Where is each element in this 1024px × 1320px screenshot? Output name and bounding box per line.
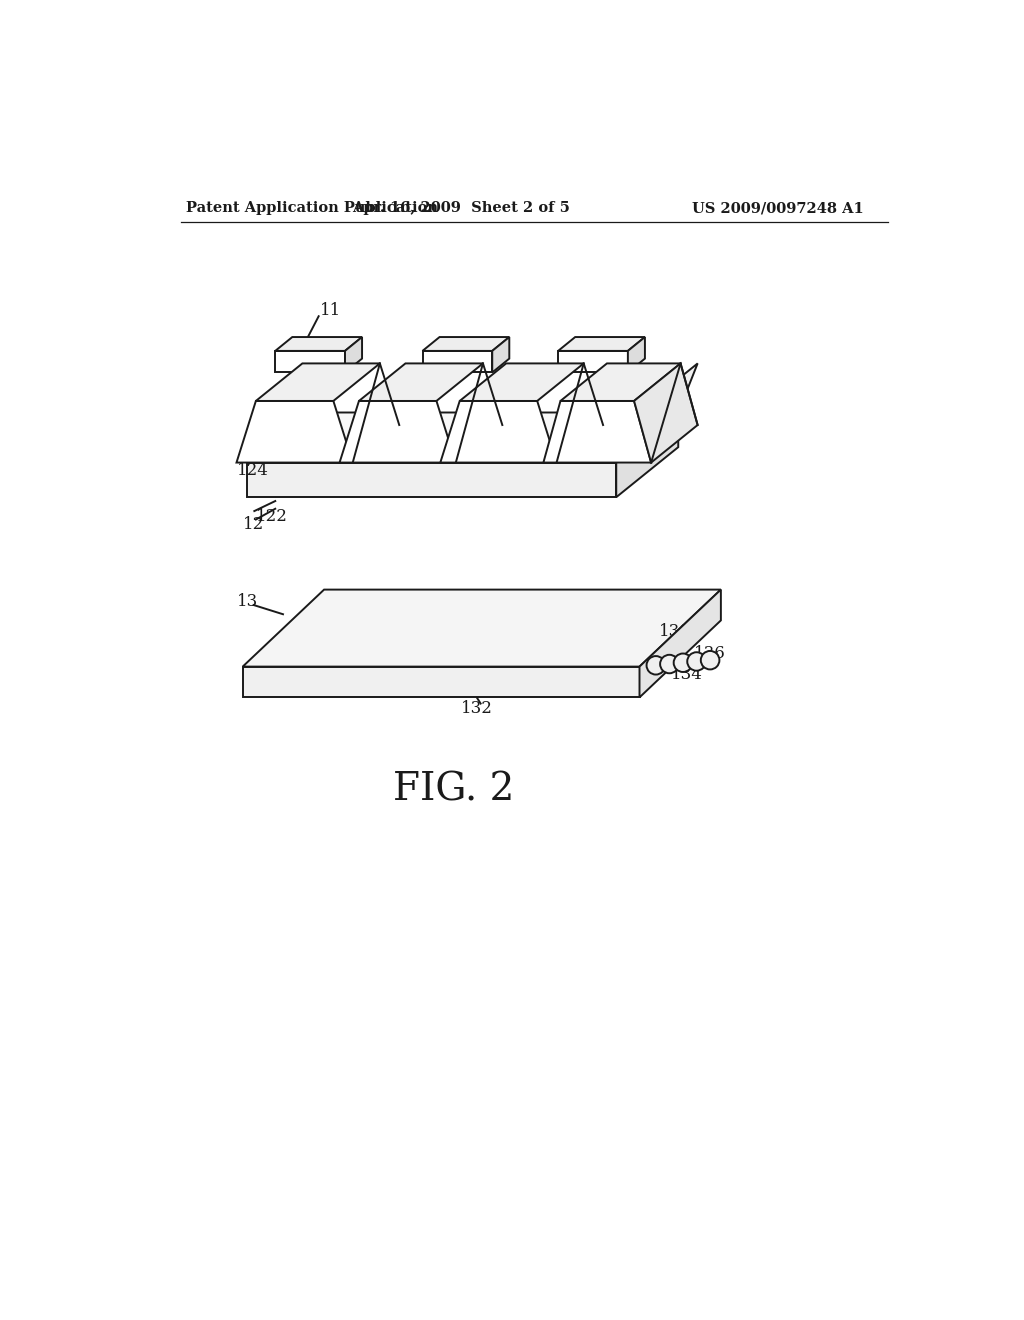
- Polygon shape: [359, 363, 483, 401]
- Polygon shape: [634, 363, 697, 462]
- Text: 130: 130: [658, 623, 691, 640]
- Circle shape: [700, 651, 720, 669]
- Polygon shape: [640, 590, 721, 697]
- Text: 122: 122: [256, 508, 288, 525]
- Polygon shape: [275, 351, 345, 372]
- Circle shape: [660, 655, 679, 673]
- Text: FIG. 2: FIG. 2: [393, 771, 514, 808]
- Polygon shape: [460, 363, 584, 401]
- Polygon shape: [558, 351, 628, 372]
- Text: 11: 11: [321, 302, 341, 319]
- Circle shape: [687, 652, 706, 671]
- Text: 132: 132: [461, 701, 494, 718]
- Text: Patent Application Publication: Patent Application Publication: [186, 202, 438, 215]
- Text: US 2009/0097248 A1: US 2009/0097248 A1: [692, 202, 864, 215]
- Polygon shape: [247, 412, 678, 462]
- Polygon shape: [544, 401, 651, 462]
- Polygon shape: [275, 337, 362, 351]
- Polygon shape: [237, 401, 352, 462]
- Text: Apr. 16, 2009  Sheet 2 of 5: Apr. 16, 2009 Sheet 2 of 5: [352, 202, 570, 215]
- Polygon shape: [558, 337, 645, 351]
- Polygon shape: [243, 590, 721, 667]
- Polygon shape: [247, 462, 616, 498]
- Polygon shape: [256, 363, 380, 401]
- Text: 136: 136: [693, 645, 725, 663]
- Polygon shape: [243, 667, 640, 697]
- Polygon shape: [340, 401, 456, 462]
- Text: 134: 134: [671, 665, 702, 682]
- Text: 124: 124: [237, 462, 268, 479]
- Polygon shape: [616, 363, 697, 462]
- Text: 13: 13: [237, 593, 258, 610]
- Text: 120: 120: [293, 396, 325, 413]
- Polygon shape: [493, 337, 509, 372]
- Circle shape: [646, 656, 666, 675]
- Circle shape: [674, 653, 692, 672]
- Text: 12: 12: [243, 516, 264, 533]
- Polygon shape: [423, 337, 509, 351]
- Polygon shape: [423, 351, 493, 372]
- Polygon shape: [628, 337, 645, 372]
- Polygon shape: [345, 337, 362, 372]
- Polygon shape: [616, 412, 678, 498]
- Polygon shape: [440, 401, 557, 462]
- Polygon shape: [560, 363, 681, 401]
